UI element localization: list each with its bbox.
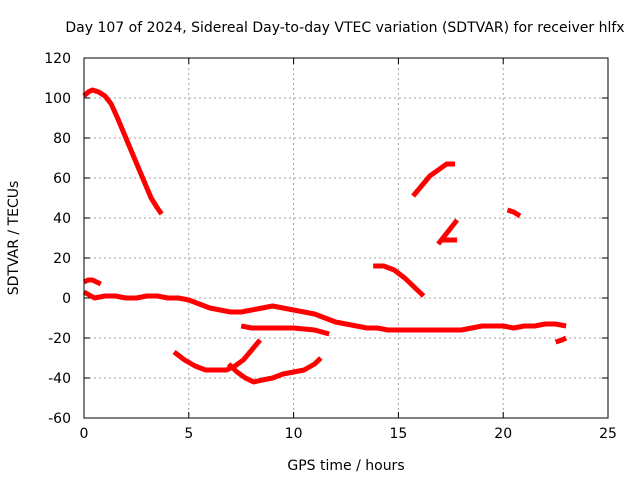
y-tick-label: 40 [53,211,71,227]
x-tick-labels: 0 5 10 15 20 25 [80,426,617,442]
grid-lines [84,58,608,418]
x-axis-label: GPS time / hours [287,458,404,474]
series-arc-1 [82,87,164,216]
x-tick-label: 15 [389,426,407,442]
y-tick-label: -20 [48,331,71,347]
y-tick-label: -40 [48,371,71,387]
series-arc-2 [82,289,567,333]
series-arc-7 [373,263,426,298]
series-arc-11 [506,207,522,219]
y-tick-label: 0 [62,291,71,307]
plot-frame [83,57,609,419]
y-tick-label: 120 [44,51,71,67]
x-tick-label: 0 [80,426,89,442]
series-arc-4 [172,338,263,373]
series-layer [82,87,568,385]
series-arc-12 [554,335,568,345]
y-tick-label: 100 [44,91,71,107]
tick-marks [83,57,609,419]
x-tick-label: 20 [494,426,512,442]
series-arc-3 [82,277,102,287]
series-arc-5 [226,356,323,385]
series-arc-8 [411,161,455,198]
y-tick-label: 80 [53,131,71,147]
y-tick-labels: -60 -40 -20 0 20 40 60 80 100 120 [44,51,71,427]
series-arc-6 [240,323,330,337]
y-tick-label: 20 [53,251,71,267]
y-tick-label: -60 [48,411,71,427]
x-tick-label: 25 [599,426,617,442]
y-axis-label: SDTVAR / TECUs [6,181,22,296]
y-tick-label: 60 [53,171,71,187]
x-tick-label: 5 [184,426,193,442]
x-tick-label: 10 [285,426,303,442]
chart-title: Day 107 of 2024, Sidereal Day-to-day VTE… [65,20,624,36]
